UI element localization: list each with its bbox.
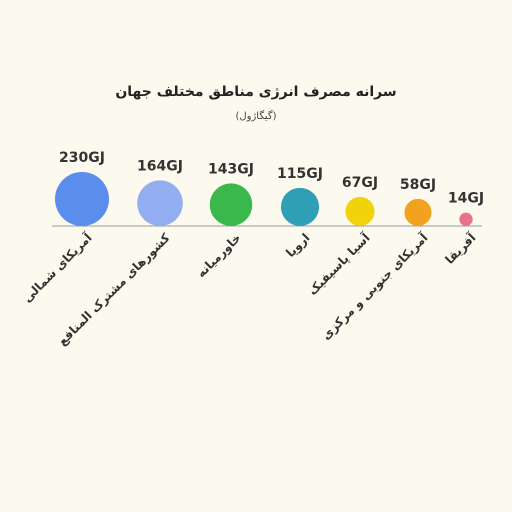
chart-title: سرانه مصرف انرژی مناطق مختلف جهان	[115, 84, 396, 100]
value-label: 58GJ	[400, 177, 436, 193]
bubble	[137, 180, 183, 226]
value-label: 14GJ	[448, 191, 484, 207]
bubble	[280, 187, 320, 226]
bubble	[209, 183, 253, 227]
chart-subtitle: (گیگاژول)	[235, 110, 276, 122]
value-label: 143GJ	[208, 161, 254, 177]
bubble	[459, 212, 473, 226]
category-label: آفریقا	[442, 229, 479, 266]
bubble	[55, 172, 109, 226]
value-label: 115GJ	[277, 166, 323, 182]
category-label: آمریکای شمالی	[20, 229, 96, 305]
value-label: 164GJ	[137, 158, 183, 174]
value-label: 67GJ	[342, 175, 378, 191]
category-label: اروپا	[283, 231, 313, 261]
value-label: 230GJ	[59, 150, 105, 166]
bubble	[404, 198, 432, 227]
category-label: آمریکای جنوبی و مرکزی	[318, 229, 432, 343]
category-label: خاورمیانه	[194, 231, 244, 281]
bubble	[345, 196, 375, 227]
